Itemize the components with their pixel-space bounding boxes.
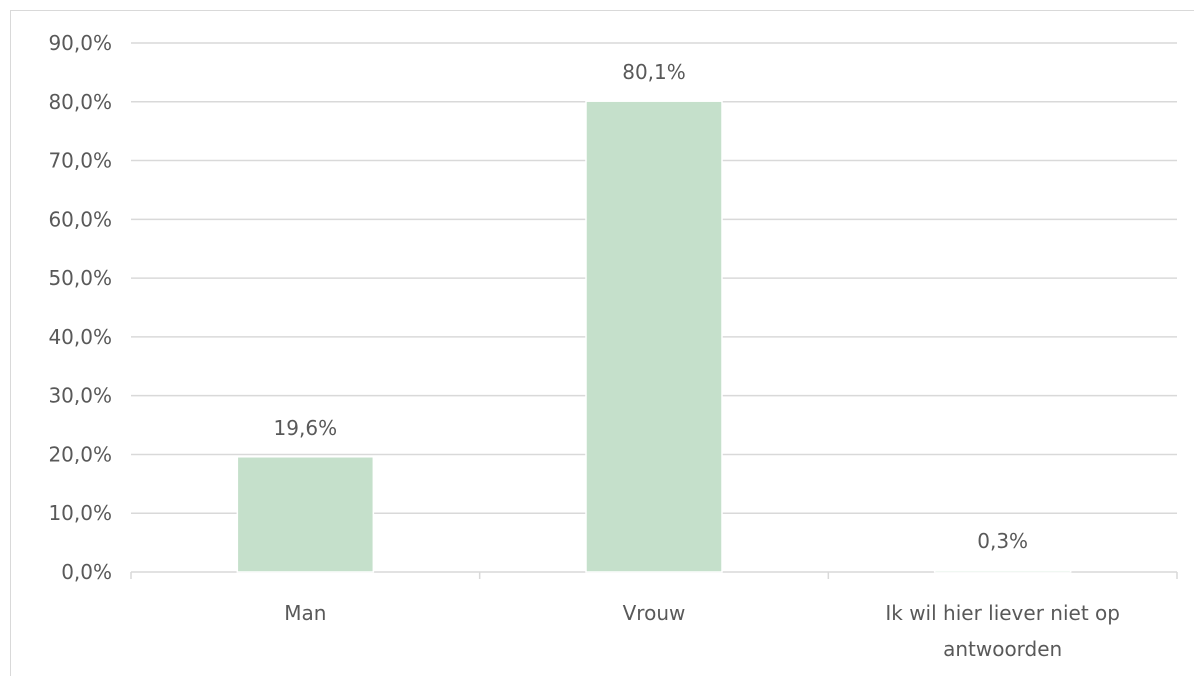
y-tick-label: 0,0% xyxy=(61,560,112,584)
chart-frame xyxy=(10,10,1194,676)
bar-man xyxy=(236,456,375,573)
y-tick-label: 50,0% xyxy=(48,266,112,290)
x-category-label: Vrouw xyxy=(623,601,686,625)
bars xyxy=(236,100,1072,573)
y-tick-label: 30,0% xyxy=(48,384,112,408)
y-tick-label: 80,0% xyxy=(48,90,112,114)
y-tick-label: 40,0% xyxy=(48,325,112,349)
data-label: 0,3% xyxy=(977,529,1028,553)
x-axis-category-labels: Man Vrouw Ik wil hier liever niet op antwoo… xyxy=(284,601,1120,661)
x-category-label: Ik wil hier liever niet op xyxy=(885,601,1120,625)
y-tick-label: 10,0% xyxy=(48,501,112,525)
y-tick-label: 90,0% xyxy=(48,31,112,55)
y-tick-label: 20,0% xyxy=(48,442,112,466)
data-label: 19,6% xyxy=(274,416,338,440)
y-axis-tick-labels: 0,0% 10,0% 20,0% 30,0% 40,0% 50,0% 60,0% 70,0% 8… xyxy=(48,31,112,584)
x-axis xyxy=(130,571,1178,579)
y-tick-label: 70,0% xyxy=(48,149,112,173)
x-category-label: Man xyxy=(284,601,326,625)
bar-ik-wil-hier-liever-niet-op-antwoorden xyxy=(933,569,1072,573)
x-category-label: antwoorden xyxy=(943,637,1062,661)
data-label: 80,1% xyxy=(622,60,686,84)
bar-vrouw xyxy=(585,100,723,573)
y-tick-label: 60,0% xyxy=(48,207,112,231)
data-labels: 19,6% 80,1% 0,3% xyxy=(274,60,1029,553)
